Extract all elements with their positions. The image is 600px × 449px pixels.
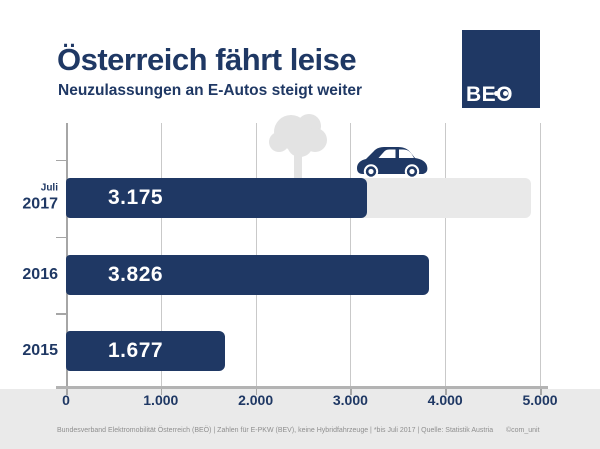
y-axis-tick <box>56 236 66 238</box>
x-axis-label: 2.000 <box>238 392 274 408</box>
gridline <box>255 123 257 386</box>
category-label-year: 2015 <box>22 342 58 359</box>
source-text: Bundesverband Elektromobilität Österreic… <box>57 427 494 434</box>
bar-value-label: 3.826 <box>108 263 164 286</box>
category-label-year: 2016 <box>22 266 58 283</box>
x-axis-tick <box>350 389 352 395</box>
category-label: Juli 2017 <box>0 182 58 213</box>
category-label-prefix: Juli <box>40 182 58 194</box>
value-bar: 3.175 <box>66 178 367 218</box>
y-axis-tick <box>56 313 66 315</box>
x-axis-label: 0 <box>62 392 70 408</box>
x-axis-tick <box>540 389 542 395</box>
x-axis-label: 4.000 <box>427 392 463 408</box>
y-axis-line <box>66 123 68 386</box>
category-label-year: 2017 <box>22 195 58 213</box>
category-label: 2016 <box>0 267 58 283</box>
beo-logo: BEO <box>462 30 540 108</box>
x-axis-tick <box>445 389 447 395</box>
x-axis-tick <box>160 389 163 395</box>
gridline <box>350 123 352 386</box>
logo-text: BEO <box>466 83 514 106</box>
value-bar: 1.677 <box>66 331 225 371</box>
footer-band <box>0 389 600 449</box>
x-axis-tick <box>255 389 258 395</box>
credit-text: ©com_unit <box>506 427 540 434</box>
x-axis-tick <box>66 389 68 395</box>
tree-icon <box>269 114 327 178</box>
value-bar: 3.826 <box>66 255 429 295</box>
category-label: 2015 <box>0 343 58 359</box>
gridline <box>540 123 541 386</box>
x-axis-label: 1.000 <box>143 392 179 408</box>
page-subtitle: Neuzulassungen an E-Autos steigt weiter <box>58 82 363 99</box>
y-axis-tick <box>56 159 66 161</box>
x-axis-line <box>56 386 548 389</box>
bar-value-label: 1.677 <box>108 339 164 362</box>
car-icon <box>357 147 428 178</box>
gridline <box>445 123 447 386</box>
x-axis-label: 3.000 <box>332 392 368 408</box>
page-title: Österreich fährt leise <box>57 42 357 77</box>
gridline <box>160 123 162 386</box>
logo-dots-icon <box>462 91 540 96</box>
x-axis-label: 5.000 <box>522 392 558 408</box>
bar-value-label: 3.175 <box>108 186 164 209</box>
